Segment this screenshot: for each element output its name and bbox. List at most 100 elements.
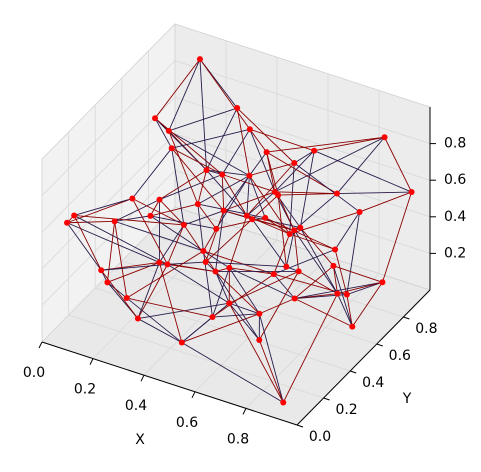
grid-line	[41, 133, 176, 270]
edge	[258, 271, 300, 341]
point	[180, 221, 187, 228]
edge	[228, 303, 284, 403]
point	[226, 264, 233, 271]
edge	[251, 194, 279, 220]
z-tick-label: 0.4	[444, 209, 466, 225]
edge	[229, 267, 295, 299]
edge	[249, 129, 267, 153]
edge	[299, 227, 334, 267]
point	[280, 399, 287, 406]
point	[200, 247, 207, 254]
edge	[159, 224, 185, 263]
edge	[171, 147, 225, 211]
edge	[66, 222, 160, 263]
edge	[199, 59, 207, 171]
edge	[293, 193, 338, 231]
edge	[181, 302, 230, 343]
y-tick	[376, 343, 383, 347]
edge	[215, 210, 225, 272]
edge	[285, 230, 295, 267]
edge	[273, 273, 295, 299]
edge	[251, 218, 287, 267]
edge	[74, 215, 184, 226]
edge	[167, 224, 185, 265]
point	[152, 115, 159, 122]
point	[295, 268, 302, 275]
edge	[229, 267, 274, 275]
grid-line	[174, 96, 431, 181]
y-tick-label: 0.0	[309, 429, 331, 445]
edge	[197, 203, 266, 219]
grid-line	[41, 60, 176, 196]
point	[256, 310, 263, 317]
edge	[168, 130, 199, 205]
edge	[73, 215, 168, 265]
x-tick-label: 0.8	[227, 431, 249, 447]
point	[194, 201, 201, 208]
edge	[126, 297, 213, 318]
grid-line	[143, 239, 278, 376]
point	[64, 219, 71, 226]
point	[212, 268, 219, 275]
point	[270, 271, 277, 278]
edge	[106, 221, 116, 283]
point	[291, 160, 298, 167]
edge	[137, 318, 183, 343]
point	[271, 188, 278, 195]
edge	[236, 107, 295, 164]
edge	[171, 128, 250, 149]
y-tick-label: 0.8	[415, 321, 437, 337]
point	[226, 300, 233, 307]
edge	[154, 58, 201, 119]
edge	[205, 261, 287, 268]
x-tick	[242, 408, 247, 415]
x-tick-label: 0.6	[176, 415, 198, 431]
y-tick	[323, 397, 330, 401]
y-tick-label: 0.6	[389, 348, 411, 364]
edge	[333, 265, 353, 327]
point	[291, 295, 298, 302]
point	[220, 207, 227, 214]
edge	[203, 250, 274, 275]
point	[123, 295, 130, 302]
edge	[74, 198, 133, 216]
edge	[351, 282, 383, 327]
edge	[126, 250, 204, 299]
edge	[168, 58, 201, 132]
point	[246, 126, 253, 133]
edge	[205, 218, 253, 263]
edge	[274, 150, 315, 193]
point	[203, 167, 210, 174]
z-tick-label: 0.2	[444, 245, 466, 261]
edge	[299, 227, 338, 294]
edge	[246, 175, 250, 216]
edge	[203, 250, 230, 269]
point	[408, 189, 415, 196]
y-tick	[403, 316, 410, 320]
point	[334, 190, 340, 197]
edge	[266, 136, 385, 153]
edge	[181, 313, 260, 343]
point	[379, 279, 386, 286]
edge	[334, 211, 360, 250]
edge	[100, 269, 139, 319]
z-tick-label: 0.8	[444, 136, 466, 152]
point	[104, 279, 111, 286]
point	[349, 323, 356, 330]
edge	[150, 215, 204, 252]
edge	[167, 263, 230, 304]
point	[343, 291, 350, 298]
edge	[333, 265, 383, 283]
edge	[246, 191, 276, 217]
point	[164, 261, 171, 268]
edge	[114, 199, 160, 222]
edge	[294, 281, 383, 299]
y-tick-label: 0.4	[362, 375, 384, 391]
edge	[168, 107, 238, 132]
edge	[259, 298, 295, 315]
edge	[337, 281, 383, 295]
edge	[265, 217, 336, 250]
edge	[206, 169, 250, 177]
point	[213, 225, 220, 232]
edge	[101, 263, 168, 271]
